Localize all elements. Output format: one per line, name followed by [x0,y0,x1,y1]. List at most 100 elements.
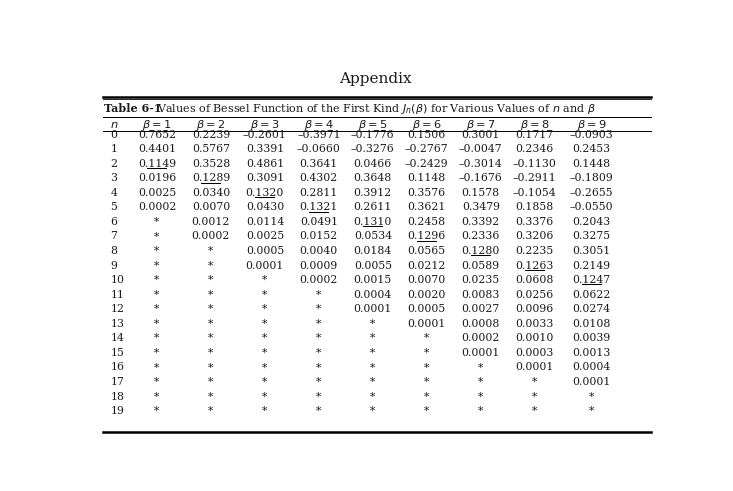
Text: 0.1149: 0.1149 [138,159,176,168]
Text: *: * [424,391,430,402]
Text: *: * [154,290,160,300]
Text: $\beta=6$: $\beta=6$ [412,118,442,132]
Text: Values of Bessel Function of the First Kind $J_n(\beta)$ for Various Values of $: Values of Bessel Function of the First K… [157,102,596,116]
Text: 14: 14 [111,333,125,343]
Text: *: * [589,391,594,402]
Text: *: * [154,391,160,402]
Text: 0.3479: 0.3479 [462,202,500,212]
Text: *: * [262,304,268,314]
Text: *: * [424,362,430,373]
Text: –0.3276: –0.3276 [351,144,394,154]
Text: *: * [208,348,213,358]
Text: 0.1263: 0.1263 [515,261,554,271]
Text: *: * [154,304,160,314]
Text: 0.0003: 0.0003 [515,348,554,358]
Text: *: * [262,406,268,416]
Text: *: * [154,217,160,227]
Text: 0.0608: 0.0608 [515,275,554,285]
Text: *: * [316,348,322,358]
Text: *: * [208,391,213,402]
Text: 0.0070: 0.0070 [192,202,230,212]
Text: 9: 9 [111,261,117,271]
Text: 0.2239: 0.2239 [192,130,230,139]
Text: *: * [154,348,160,358]
Text: –0.2911: –0.2911 [513,173,556,183]
Text: –0.3014: –0.3014 [459,159,503,168]
Text: 0.1247: 0.1247 [572,275,611,285]
Text: 0.0001: 0.0001 [462,348,500,358]
Text: 2: 2 [111,159,117,168]
Text: –0.0550: –0.0550 [570,202,614,212]
Text: –0.1776: –0.1776 [351,130,394,139]
Text: 0.0001: 0.0001 [353,304,392,314]
Text: 0.0025: 0.0025 [246,231,284,242]
Text: 0.0108: 0.0108 [572,319,611,329]
Text: *: * [589,406,594,416]
Text: 0.3206: 0.3206 [515,231,554,242]
Text: 0.0001: 0.0001 [515,362,554,373]
Text: 15: 15 [111,348,125,358]
Text: 13: 13 [111,319,125,329]
Text: 0.3391: 0.3391 [246,144,284,154]
Text: 0.0589: 0.0589 [462,261,500,271]
Text: *: * [532,377,537,387]
Text: *: * [370,333,375,343]
Text: $\beta=4$: $\beta=4$ [304,118,334,132]
Text: *: * [262,333,268,343]
Text: –0.1130: –0.1130 [513,159,556,168]
Text: *: * [208,406,213,416]
Text: 0.1321: 0.1321 [300,202,338,212]
Text: –0.0903: –0.0903 [570,130,614,139]
Text: 0.0196: 0.0196 [138,173,176,183]
Text: *: * [208,246,213,256]
Text: 0.0184: 0.0184 [354,246,392,256]
Text: 17: 17 [111,377,125,387]
Text: *: * [316,391,322,402]
Text: 0.3648: 0.3648 [354,173,392,183]
Text: 0.0025: 0.0025 [138,188,176,198]
Text: 0.1148: 0.1148 [408,173,446,183]
Text: 1: 1 [111,144,117,154]
Text: *: * [154,319,160,329]
Text: 0.4401: 0.4401 [138,144,176,154]
Text: 0.0020: 0.0020 [408,290,446,300]
Text: *: * [262,348,268,358]
Text: 6: 6 [111,217,117,227]
Text: 0.4861: 0.4861 [246,159,284,168]
Text: *: * [316,319,322,329]
Text: 10: 10 [111,275,125,285]
Text: *: * [154,261,160,271]
Text: 0.0002: 0.0002 [192,231,230,242]
Text: –0.1809: –0.1809 [570,173,614,183]
Text: 8: 8 [111,246,117,256]
Text: 0.3275: 0.3275 [572,231,611,242]
Text: 0.4302: 0.4302 [300,173,338,183]
Text: 5: 5 [111,202,117,212]
Text: *: * [370,391,375,402]
Text: 0.0001: 0.0001 [572,377,611,387]
Text: $n$: $n$ [111,120,119,130]
Text: 0.0235: 0.0235 [462,275,500,285]
Text: *: * [424,377,430,387]
Text: 0.0096: 0.0096 [515,304,554,314]
Text: $\beta=9$: $\beta=9$ [577,118,606,132]
Text: –0.1676: –0.1676 [459,173,503,183]
Text: 0.0256: 0.0256 [515,290,554,300]
Text: 0.1289: 0.1289 [192,173,230,183]
Text: 0.1296: 0.1296 [408,231,446,242]
Text: 0.2811: 0.2811 [300,188,338,198]
Text: *: * [262,391,268,402]
Text: *: * [154,333,160,343]
Text: *: * [208,290,213,300]
Text: *: * [424,406,430,416]
Text: 0.0002: 0.0002 [462,333,500,343]
Text: 0.0114: 0.0114 [246,217,284,227]
Text: 0.0430: 0.0430 [246,202,284,212]
Text: 0.0008: 0.0008 [462,319,500,329]
Text: 0.3376: 0.3376 [515,217,554,227]
Text: *: * [316,406,322,416]
Text: 0.3001: 0.3001 [462,130,500,139]
Text: $\beta=7$: $\beta=7$ [466,118,496,132]
Text: 0.0015: 0.0015 [354,275,392,285]
Text: *: * [262,275,268,285]
